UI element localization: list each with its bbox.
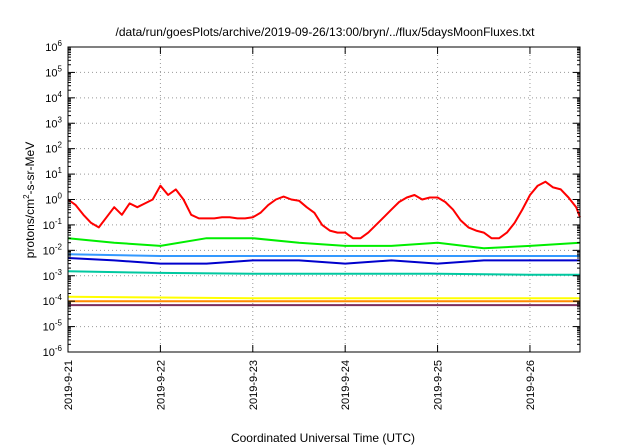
data-series xyxy=(67,180,581,307)
series-line-6 xyxy=(67,295,580,300)
x-tick-label: 2019-9-22 xyxy=(155,360,167,410)
y-tick-label: 10-3 xyxy=(43,268,63,283)
y-tick-label: 100 xyxy=(45,192,62,207)
y-tick-label: 106 xyxy=(45,39,62,54)
series-line-1 xyxy=(67,180,581,240)
y-axis-label-superscript: 2 xyxy=(22,194,31,199)
y-axis-label: protons/cm2-s-sr-MeV xyxy=(22,142,37,258)
y-tick-label: 10-2 xyxy=(43,242,63,257)
y-tick-label: 10-1 xyxy=(43,217,63,232)
x-tick-label: 2019-9-21 xyxy=(63,360,75,410)
grid xyxy=(68,47,580,352)
y-tick-label: 102 xyxy=(45,141,62,156)
y-tick-label: 10-6 xyxy=(43,344,63,359)
series-line-3 xyxy=(67,257,580,265)
x-tick-label: 2019-9-23 xyxy=(248,360,260,410)
x-axis: 2019-9-21 2019-9-22 2019-9-23 2019-9-24 2019… xyxy=(63,47,537,410)
y-axis-label-suffix: -s-sr-MeV xyxy=(23,142,37,195)
chart-title: /data/run/goesPlots/archive/2019-09-26/1… xyxy=(116,25,536,39)
x-axis-label: Coordinated Universal Time (UTC) xyxy=(231,431,415,445)
series-line-4 xyxy=(67,253,580,257)
y-tick-label: 105 xyxy=(45,64,62,79)
y-tick-label: 103 xyxy=(45,115,62,130)
series-line-2 xyxy=(67,237,581,250)
y-tick-label: 10-5 xyxy=(43,319,63,334)
x-tick-label: 2019-9-25 xyxy=(433,360,445,410)
y-tick-label: 10-4 xyxy=(43,293,63,308)
x-tick-label: 2019-9-24 xyxy=(340,360,352,410)
y-axis: 10-6 10-5 10-4 10-3 10-2 10-1 100 101 102 103 104 1… xyxy=(43,39,580,359)
y-tick-label: 104 xyxy=(45,90,62,105)
x-tick-label: 2019-9-26 xyxy=(525,360,537,410)
y-tick-label: 101 xyxy=(45,166,62,181)
series-line-5 xyxy=(67,270,580,276)
y-axis-label-prefix: protons/cm xyxy=(23,199,37,258)
